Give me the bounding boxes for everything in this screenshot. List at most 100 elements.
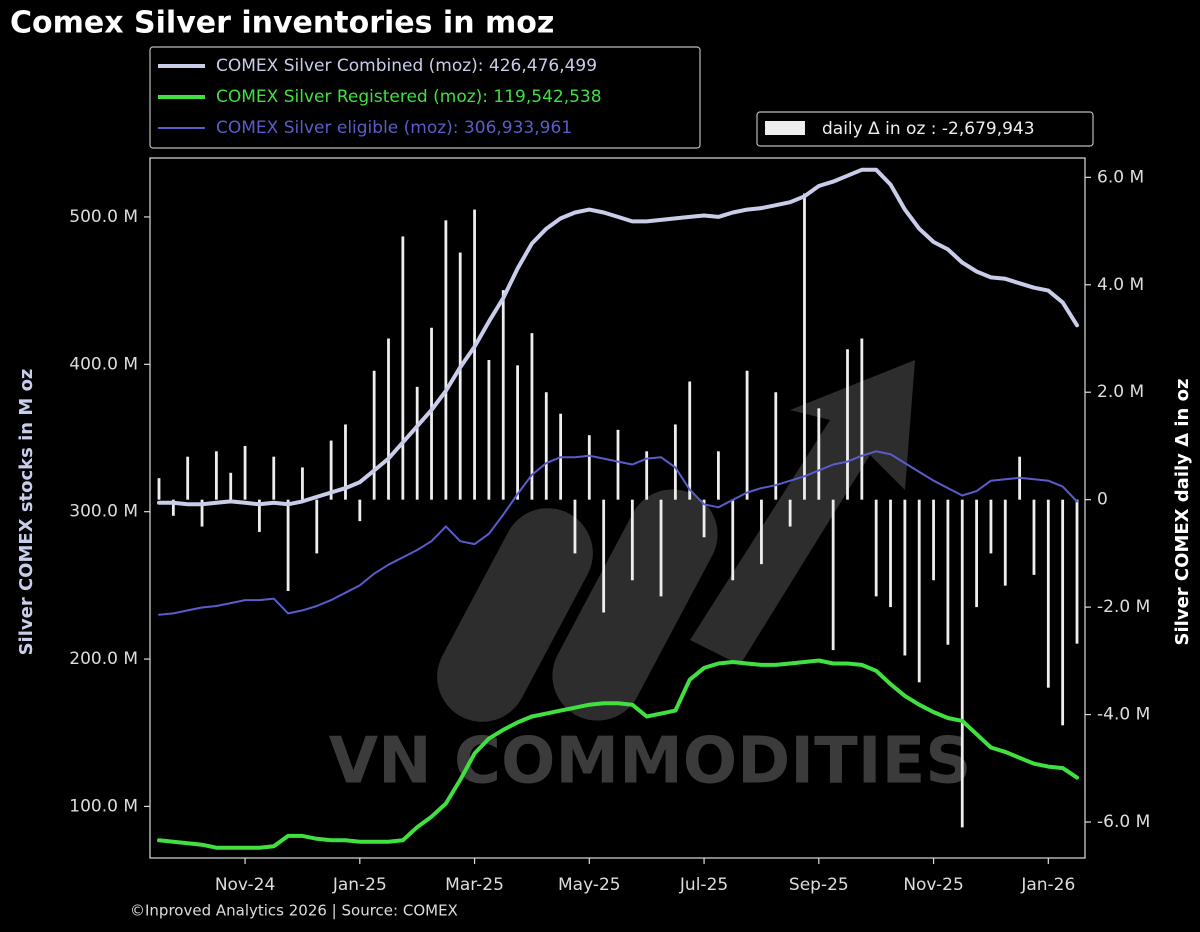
bar xyxy=(788,499,792,527)
bar xyxy=(616,429,620,500)
bar xyxy=(286,499,290,592)
x-tick-label: Jan-26 xyxy=(1020,875,1075,895)
bar xyxy=(673,424,677,500)
line xyxy=(157,167,1079,507)
bar xyxy=(444,220,448,500)
bar xyxy=(516,365,519,500)
x-tick-label: Sep-25 xyxy=(789,875,849,895)
watermark-text: VN COMMODITIES xyxy=(329,725,972,799)
bar xyxy=(401,236,405,500)
watermark-shape xyxy=(437,508,593,722)
bar xyxy=(817,408,821,500)
y2-tick-label: -2.0 M xyxy=(1097,597,1150,617)
x-tick-label: Jul-25 xyxy=(679,875,728,895)
bar xyxy=(272,456,276,500)
bar xyxy=(358,499,362,522)
bar xyxy=(803,193,806,500)
bar xyxy=(458,252,462,500)
bar xyxy=(989,499,993,554)
y-axis-label: Silver COMEX stocks in M oz xyxy=(16,369,37,656)
bar xyxy=(903,499,907,656)
x-tick-label: Nov-25 xyxy=(903,875,964,895)
bar xyxy=(860,338,864,500)
legend-box xyxy=(756,111,1094,147)
bar xyxy=(889,499,892,608)
y-tick-label: 200.0 M xyxy=(69,649,138,669)
bar xyxy=(530,333,534,500)
bar xyxy=(501,290,505,500)
bar xyxy=(1032,499,1036,575)
legend-label: COMEX Silver eligible (moz): 306,933,961 xyxy=(216,118,572,138)
bar xyxy=(745,370,749,500)
bar xyxy=(473,209,476,500)
bar xyxy=(1075,499,1079,644)
bar xyxy=(774,392,778,500)
plot-frame xyxy=(149,157,1086,859)
y-tick-label: 300.0 M xyxy=(69,502,138,522)
bar xyxy=(602,499,606,613)
legend-label: daily Δ in oz : -2,679,943 xyxy=(822,119,1035,139)
y-tick-label: 500.0 M xyxy=(69,207,138,227)
bar xyxy=(717,451,720,500)
legend-box xyxy=(149,46,701,149)
legend-label: COMEX Silver Combined (moz): 426,476,499 xyxy=(216,56,597,76)
bar xyxy=(157,478,161,500)
bar xyxy=(214,451,218,500)
bar xyxy=(1061,499,1065,726)
bar xyxy=(573,499,577,554)
bar xyxy=(329,440,333,500)
line xyxy=(157,658,1079,850)
bar xyxy=(946,499,950,645)
y-tick-label: 100.0 M xyxy=(69,796,138,816)
bar xyxy=(1003,499,1007,586)
bar xyxy=(243,445,247,500)
bar xyxy=(344,424,347,500)
bar xyxy=(587,435,591,500)
bar xyxy=(544,392,548,500)
bar xyxy=(487,359,491,500)
bar xyxy=(846,349,849,500)
watermark-shape xyxy=(552,489,718,721)
bar xyxy=(831,499,835,651)
y2-tick-label: 0 xyxy=(1097,490,1108,510)
y2-tick-label: 6.0 M xyxy=(1097,167,1144,187)
x-tick-label: Jan-25 xyxy=(332,875,387,895)
bar xyxy=(645,451,649,500)
legend-label: COMEX Silver Registered (moz): 119,542,5… xyxy=(216,87,602,107)
bar xyxy=(372,370,376,500)
legend-swatch xyxy=(765,121,805,135)
bar xyxy=(659,499,663,597)
watermark-logo xyxy=(437,360,915,722)
bar xyxy=(258,499,261,532)
y2-tick-label: 4.0 M xyxy=(1097,275,1144,295)
bar xyxy=(874,499,878,597)
bar xyxy=(960,499,964,828)
source-note: ©Inproved Analytics 2026 | Source: COMEX xyxy=(130,902,458,920)
bar xyxy=(702,499,706,538)
bar xyxy=(1046,499,1050,688)
x-tick-label: Nov-24 xyxy=(215,875,276,895)
y2-axis-label: Silver COMEX daily Δ in oz xyxy=(1172,379,1193,646)
bar xyxy=(315,499,319,554)
bar xyxy=(975,499,978,608)
bar xyxy=(415,386,419,500)
bar xyxy=(630,499,634,581)
bar xyxy=(430,327,433,500)
bar xyxy=(917,499,921,683)
bar xyxy=(760,499,763,565)
y2-tick-label: -6.0 M xyxy=(1097,812,1150,832)
y2-tick-label: -4.0 M xyxy=(1097,705,1150,725)
bar xyxy=(731,499,735,581)
line xyxy=(158,450,1078,616)
y2-tick-label: 2.0 M xyxy=(1097,382,1144,402)
bar xyxy=(387,338,390,500)
bar xyxy=(301,467,304,500)
chart-title: Comex Silver inventories in moz xyxy=(10,6,554,41)
bar xyxy=(932,499,935,581)
bar xyxy=(171,499,175,516)
bar xyxy=(200,499,204,527)
watermark-arrow xyxy=(690,360,915,665)
